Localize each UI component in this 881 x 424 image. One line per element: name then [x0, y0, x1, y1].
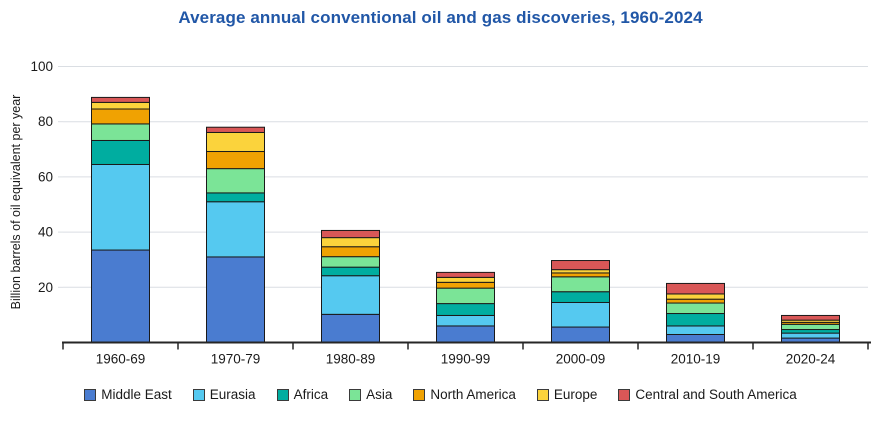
bar-segment-africa	[91, 139, 150, 165]
bar-segment-eurasia	[206, 201, 265, 258]
bar-segment-central-and-south-america	[551, 260, 610, 271]
bar-segment-central-and-south-america	[91, 96, 150, 103]
bar-segment-eurasia	[781, 332, 840, 339]
legend-swatch-asia	[349, 388, 362, 401]
bar-segment-eurasia	[551, 301, 610, 328]
y-tick-label: 100	[30, 59, 53, 74]
bar-segment-central-and-south-america	[781, 314, 840, 321]
x-tick-label: 2000-09	[556, 352, 606, 367]
legend-swatch-europe	[536, 388, 549, 401]
y-tick-label: 40	[38, 225, 53, 240]
bar-segment-north-america	[666, 298, 725, 304]
bar-segment-asia	[551, 276, 610, 293]
bar-segment-africa	[436, 303, 495, 316]
legend-item-africa: Africa	[276, 387, 329, 402]
bar-segment-middle-east	[206, 256, 265, 343]
bar-segment-middle-east	[91, 249, 150, 343]
legend-item-europe: Europe	[536, 387, 598, 402]
bar-segment-middle-east	[551, 326, 610, 344]
bar-segment-central-and-south-america	[321, 229, 380, 239]
x-tick-label: 2010-19	[671, 352, 721, 367]
bar-segment-europe	[436, 276, 495, 283]
y-tick-label: 20	[38, 280, 53, 295]
x-tick-label: 1990-99	[441, 352, 491, 367]
bar-segment-central-and-south-america	[436, 271, 495, 278]
legend-item-middle-east: Middle East	[84, 387, 172, 402]
bar-segment-eurasia	[666, 325, 725, 335]
legend-swatch-central-and-south-america	[618, 388, 631, 401]
bar-segment-africa	[206, 192, 265, 203]
bar-segment-north-america	[91, 108, 150, 125]
legend-label: Middle East	[101, 387, 172, 402]
bar-segment-europe	[206, 131, 265, 153]
legend: Middle East Eurasia Africa Asia North Americ…	[0, 387, 881, 402]
y-tick-label: 60	[38, 169, 53, 184]
legend-item-central-and-south-america: Central and South America	[618, 387, 797, 402]
bar-segment-north-america	[206, 151, 265, 170]
bar-segment-europe	[666, 293, 725, 300]
bar-segment-africa	[781, 329, 840, 334]
legend-label: Europe	[553, 387, 598, 402]
bar-segment-africa	[666, 313, 725, 327]
bar-segment-asia	[321, 256, 380, 268]
bar-segment-north-america	[436, 281, 495, 289]
bar-segment-central-and-south-america	[206, 126, 265, 133]
bar-segment-asia	[436, 287, 495, 305]
bar-segment-middle-east	[321, 313, 380, 343]
y-tick-label: 80	[38, 114, 53, 129]
bar-segment-asia	[666, 302, 725, 315]
legend-item-asia: Asia	[349, 387, 392, 402]
x-tick-label: 2020-24	[786, 352, 836, 367]
plot-area: 20 40 60 80 100 1960-69 1970-79 1980-89 1990-99 2…	[30, 59, 871, 367]
legend-swatch-eurasia	[192, 388, 205, 401]
legend-swatch-north-america	[413, 388, 426, 401]
chart-title: Average annual conventional oil and gas …	[178, 8, 703, 27]
legend-label: Asia	[366, 387, 393, 402]
legend-item-north-america: North America	[413, 387, 516, 402]
bar-segment-central-and-south-america	[666, 282, 725, 295]
bar-segment-eurasia	[321, 275, 380, 315]
bar-segment-africa	[551, 291, 610, 303]
legend-item-eurasia: Eurasia	[192, 387, 256, 402]
legend-label: Central and South America	[635, 387, 797, 402]
bar-segment-middle-east	[436, 325, 495, 344]
x-tick-label: 1980-89	[326, 352, 376, 367]
legend-label: Africa	[293, 387, 329, 402]
bar-segment-north-america	[551, 272, 610, 278]
legend-label: Eurasia	[209, 387, 256, 402]
x-tick-label: 1970-79	[211, 352, 261, 367]
legend-swatch-middle-east	[84, 388, 97, 401]
legend-label: North America	[430, 387, 516, 402]
bar-segment-europe	[321, 237, 380, 248]
bar-segment-eurasia	[91, 163, 150, 251]
bar-segment-asia	[206, 168, 265, 194]
bar-segment-north-america	[321, 246, 380, 258]
x-tick-label: 1960-69	[96, 352, 146, 367]
legend-swatch-africa	[276, 388, 289, 401]
bar-segment-africa	[321, 266, 380, 277]
bar-segment-middle-east	[666, 333, 725, 344]
bar-segment-asia	[781, 323, 840, 331]
bar-segment-asia	[91, 123, 150, 141]
bar-segment-eurasia	[436, 314, 495, 327]
bar-segment-europe	[91, 101, 150, 110]
